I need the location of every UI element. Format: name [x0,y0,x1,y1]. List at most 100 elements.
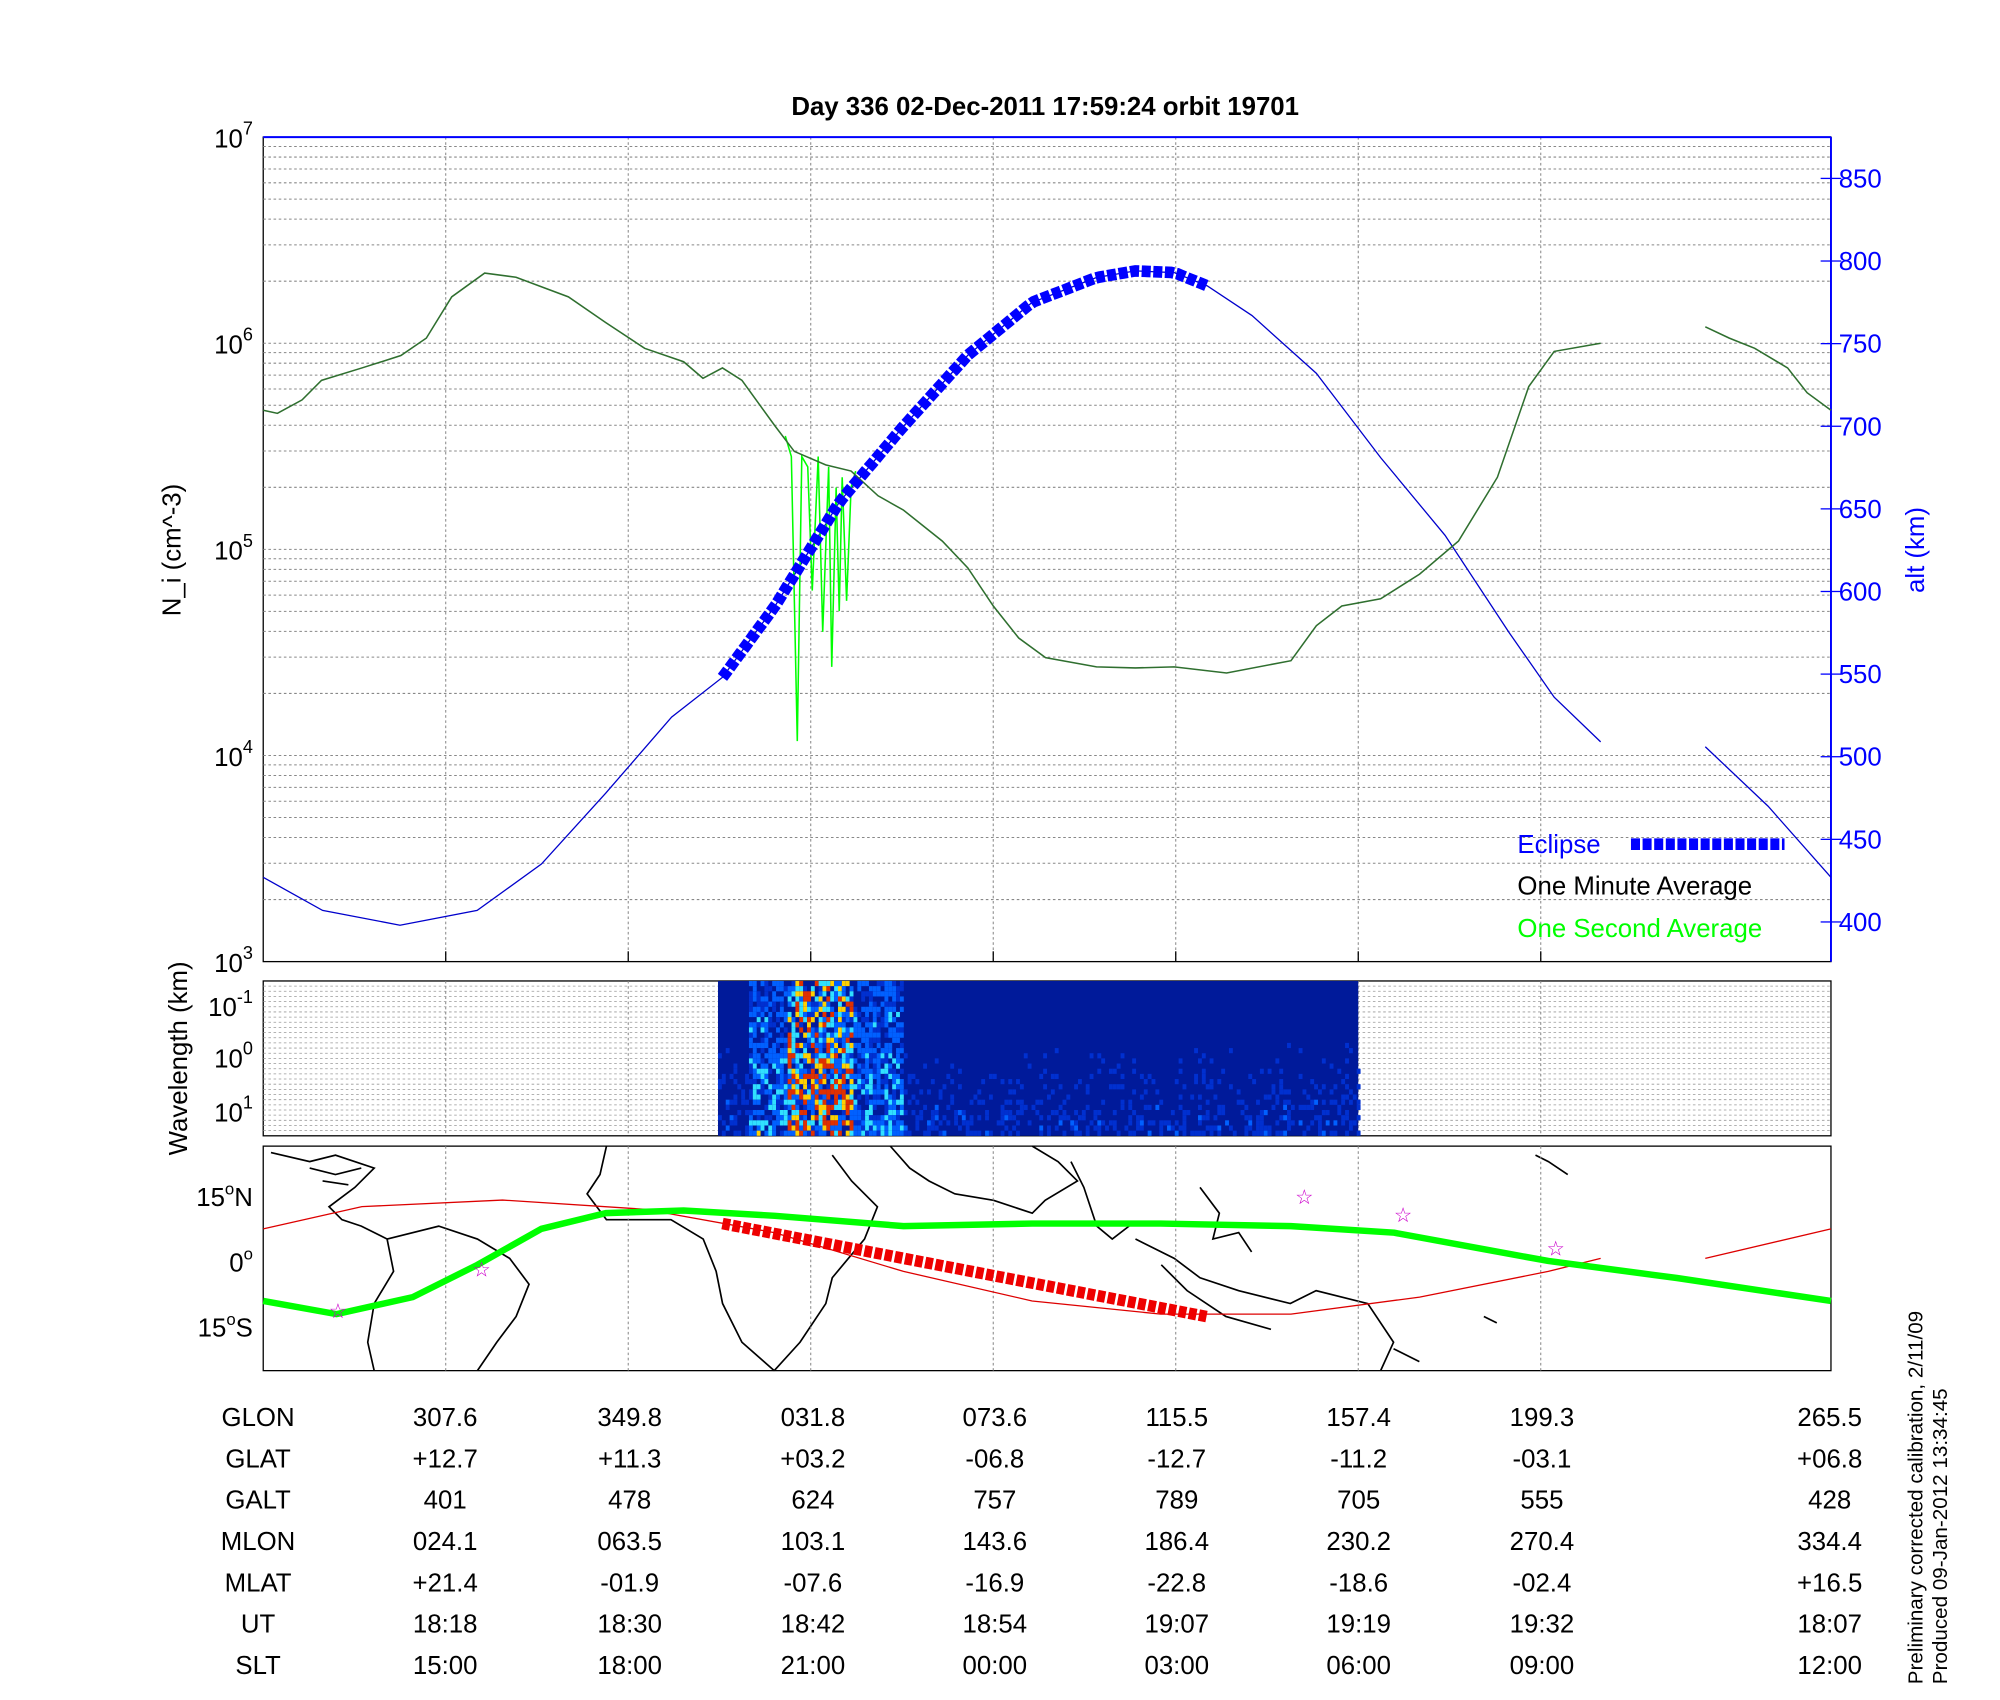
spectrogram-cell [861,1006,866,1012]
spectrogram-cell [764,1089,769,1095]
spectrogram-cell [837,1048,842,1054]
spectrogram-cell [760,1084,765,1090]
spectrogram-cell [830,1011,835,1018]
spectrogram-cell [1345,1130,1349,1136]
table-cell: 705 [1337,1487,1380,1515]
spectrogram-cell [957,1110,962,1116]
spectrogram-cell [849,1048,854,1054]
spectrogram-cell [748,1094,753,1100]
spectrogram-cell [1074,1130,1078,1136]
spectrogram-cell [779,1048,784,1054]
spectrogram-cell [822,1104,827,1110]
spectrogram-cell [880,1130,885,1136]
spectrogram-cell [837,1006,842,1012]
table-row-label: MLAT [225,1569,292,1597]
spectrogram-cell [830,1084,835,1090]
spectrogram-cell [803,1110,808,1116]
spectrogram-cell [865,1058,869,1064]
spectrogram-cell [826,1084,831,1090]
spectrogram-cell [822,1130,827,1136]
spectrogram-cell [876,1063,881,1069]
spectrogram-cell [807,1011,811,1018]
spectrogram-cell [1000,1130,1005,1136]
spectrogram-cell [1341,1079,1346,1085]
spectrogram-cell [729,1099,734,1105]
table-cell: 18:00 [597,1652,662,1680]
spectrogram-cell [1054,1073,1059,1080]
spectrogram-cell [888,1001,893,1007]
spectrogram-cell [849,1017,854,1023]
spectrogram-cell [810,1115,815,1121]
spectrogram-cell [872,1099,877,1105]
spectrogram-cell [1159,1099,1164,1105]
spectrogram-cell [849,1089,854,1095]
spectrogram-cell [818,1094,823,1100]
table-row-label: UT [241,1611,276,1639]
spectrogram-cell [745,1130,749,1136]
calibration-note: Preliminary corrected calibration, 2/11/… [1905,1311,1928,1684]
spectrogram-cell [837,1068,842,1074]
spectrogram-cell [807,1073,811,1080]
spectrogram-cell [1143,1104,1148,1110]
spectrogram-cell [884,1058,889,1064]
spectrogram-cell [1271,1084,1276,1090]
spectrogram-cell [1039,1073,1044,1080]
spectrogram-cell [899,1068,904,1074]
spectrogram-cell [810,1120,815,1126]
spectrogram-cell [810,1001,815,1007]
spectrogram-cell [884,1084,889,1090]
spectrogram-cell [822,1089,827,1095]
spectrogram-cell [915,1120,920,1126]
spectrogram-cell [1201,1115,1206,1121]
spectrogram-cell [837,1120,842,1126]
spectrogram-cell [795,1079,800,1085]
spectrogram-cell [845,1120,850,1126]
spectrogram-cell [834,1068,838,1074]
spectrogram-cell [748,1063,753,1069]
spectrogram-cell [741,1094,746,1100]
spectrogram-cell [1356,1099,1361,1105]
spectrogram-cell [1054,1110,1059,1116]
spectrogram-cell [818,1027,823,1033]
spectrogram-cell [934,1115,939,1121]
spectrogram-cell [1047,1130,1051,1136]
spectrogram-cell [830,1130,835,1136]
spectrogram-cell [1337,1110,1342,1116]
spectrogram-cell [803,1017,808,1023]
spectrogram-cell [888,1110,893,1116]
spectrogram-cell [1317,1089,1322,1095]
spectrogram-cell [915,1099,920,1105]
spectrogram-cell [849,1104,854,1110]
y-tick-label: 104 [214,737,253,772]
spectrogram-cell [834,1084,838,1090]
spectrogram-cell [899,1120,904,1126]
spectrogram-cell [779,1022,784,1028]
spectrogram-cell [1314,1115,1318,1121]
spectrogram-cell [814,1027,819,1033]
spectrogram-cell [1097,1110,1102,1116]
spectrogram-cell [865,1063,869,1069]
orbit-track-line [263,1199,1832,1315]
spectrogram-cell [841,1079,846,1085]
spectrogram-cell [768,1084,773,1090]
table-cell: 18:07 [1797,1611,1862,1639]
spectrogram-cell [911,1073,916,1080]
spectrogram-cell [779,986,784,992]
spectrogram-cell [841,1042,846,1049]
spectrogram-cell [760,1120,765,1126]
spectrogram-cell [830,1032,835,1038]
table-cell: 00:00 [963,1652,1028,1680]
spectrogram-cell [884,980,889,987]
spectrogram-cell [826,1022,831,1028]
spectrogram-cell [865,1120,869,1126]
spectrogram-cell [1070,1125,1075,1131]
spectrogram-cell [760,1042,765,1049]
spectrogram-cell [776,1099,780,1105]
spectrogram-cell [779,1011,784,1018]
spectrogram-cell [764,991,769,997]
spectrogram-cell [1298,1073,1303,1080]
spectrogram-cell [791,1058,796,1064]
spectrogram-cell [737,1110,742,1116]
spectrogram-cell [884,1042,889,1049]
spectrogram-cell [783,1115,788,1121]
